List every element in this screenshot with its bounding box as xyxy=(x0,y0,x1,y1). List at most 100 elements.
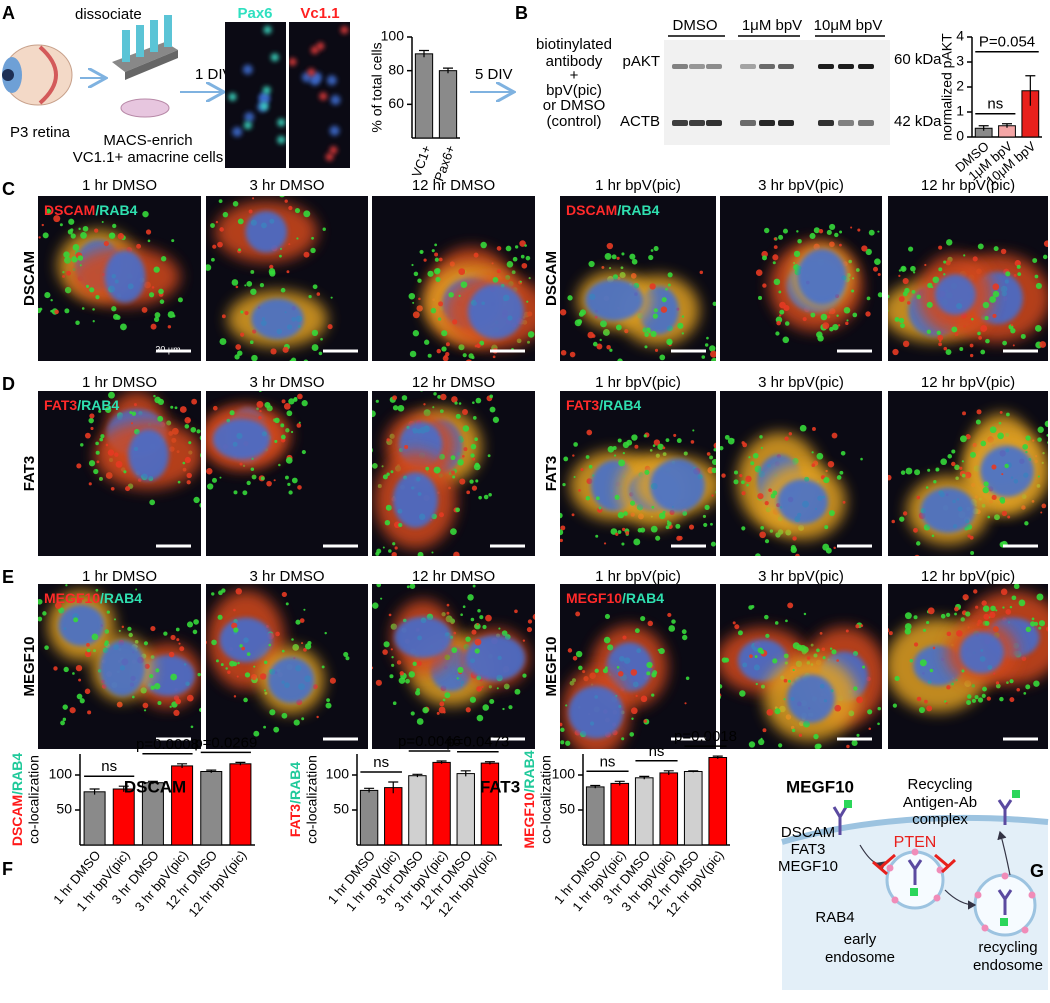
speckle xyxy=(244,672,251,678)
y-tick-label: 100 xyxy=(381,28,405,44)
speckle xyxy=(974,695,979,700)
y-label-part: /RAB4 xyxy=(287,762,303,804)
y-label-part: DSCAM xyxy=(9,795,25,846)
speckle xyxy=(733,479,739,485)
speckle xyxy=(894,317,900,322)
speckle xyxy=(462,409,468,416)
speckle xyxy=(199,386,201,388)
speckle xyxy=(101,221,104,224)
speckle xyxy=(1035,282,1042,290)
speckle xyxy=(868,229,875,236)
speckle xyxy=(629,732,635,737)
cell xyxy=(263,25,272,34)
speckle xyxy=(200,452,201,458)
speckle xyxy=(560,538,563,543)
speckle xyxy=(458,268,466,276)
speckle xyxy=(924,263,927,267)
speckle xyxy=(606,344,611,350)
stain-label: DSCAM/RAB4 xyxy=(566,202,660,218)
speckle xyxy=(432,406,435,409)
speckle xyxy=(943,273,946,276)
stain-marker: DSCAM xyxy=(566,202,617,218)
y-tick-label: 50 xyxy=(56,801,72,817)
speckle xyxy=(659,354,666,361)
speckle xyxy=(905,467,913,475)
speckle xyxy=(538,675,541,678)
speckle xyxy=(625,531,630,535)
panel-label: B xyxy=(515,3,528,23)
bar xyxy=(480,762,500,846)
speckle xyxy=(821,647,826,652)
speckle xyxy=(1017,272,1022,277)
speckle xyxy=(892,703,898,708)
speckle xyxy=(667,612,672,618)
speckle xyxy=(301,717,305,721)
speckle xyxy=(104,629,110,634)
speckle xyxy=(947,454,953,459)
speckle xyxy=(206,640,208,645)
speckle xyxy=(966,700,972,706)
speckle xyxy=(466,490,471,495)
speckle xyxy=(816,452,824,460)
speckle xyxy=(764,501,769,506)
speckle xyxy=(1007,515,1011,519)
bar xyxy=(456,773,475,846)
speckle xyxy=(59,223,63,227)
speckle xyxy=(634,444,639,449)
speckle xyxy=(865,248,872,256)
speckle xyxy=(406,585,410,589)
speckle xyxy=(822,543,830,551)
speckle xyxy=(190,725,194,729)
speckle xyxy=(111,306,117,312)
nucleus xyxy=(394,616,452,658)
speckle xyxy=(382,649,388,655)
speckle xyxy=(489,699,495,705)
bar xyxy=(83,791,106,846)
speckle xyxy=(472,584,476,588)
speckle xyxy=(22,622,27,627)
speckle xyxy=(514,688,521,695)
speckle xyxy=(235,344,242,350)
speckle xyxy=(665,287,668,291)
speckle xyxy=(117,233,125,240)
speckle xyxy=(565,740,571,746)
speckle xyxy=(220,185,222,187)
speckle xyxy=(904,287,910,294)
speckle xyxy=(773,237,777,241)
nucleus xyxy=(649,458,705,513)
stain-marker: FAT3 xyxy=(566,397,599,413)
speckle xyxy=(951,449,956,454)
speckle xyxy=(491,262,494,265)
speckle xyxy=(542,608,545,611)
speckle xyxy=(191,387,194,390)
speckle xyxy=(779,309,785,315)
speckle xyxy=(1022,444,1029,450)
speckle xyxy=(985,338,990,344)
speckle xyxy=(732,438,735,441)
speckle xyxy=(417,278,422,283)
speckle xyxy=(475,397,482,404)
speckle xyxy=(143,641,148,646)
speckle xyxy=(962,594,969,601)
speckle xyxy=(104,640,109,645)
speckle xyxy=(1000,498,1006,504)
speckle xyxy=(840,450,846,456)
cell xyxy=(307,68,316,77)
speckle xyxy=(460,613,463,617)
speckle xyxy=(437,317,442,321)
micrograph xyxy=(289,22,350,168)
speckle xyxy=(991,494,997,501)
column-title: 3 hr bpV(pic) xyxy=(758,177,844,194)
nucleus xyxy=(219,617,273,663)
speckle xyxy=(423,403,426,406)
speckle xyxy=(617,358,623,361)
speckle xyxy=(714,360,716,361)
speckle xyxy=(159,299,165,304)
speckle xyxy=(1005,412,1010,417)
speckle xyxy=(795,553,800,556)
speckle xyxy=(89,413,95,419)
speckle xyxy=(62,717,67,722)
speckle xyxy=(422,706,429,714)
speckle xyxy=(911,290,916,294)
speckle xyxy=(246,281,253,287)
